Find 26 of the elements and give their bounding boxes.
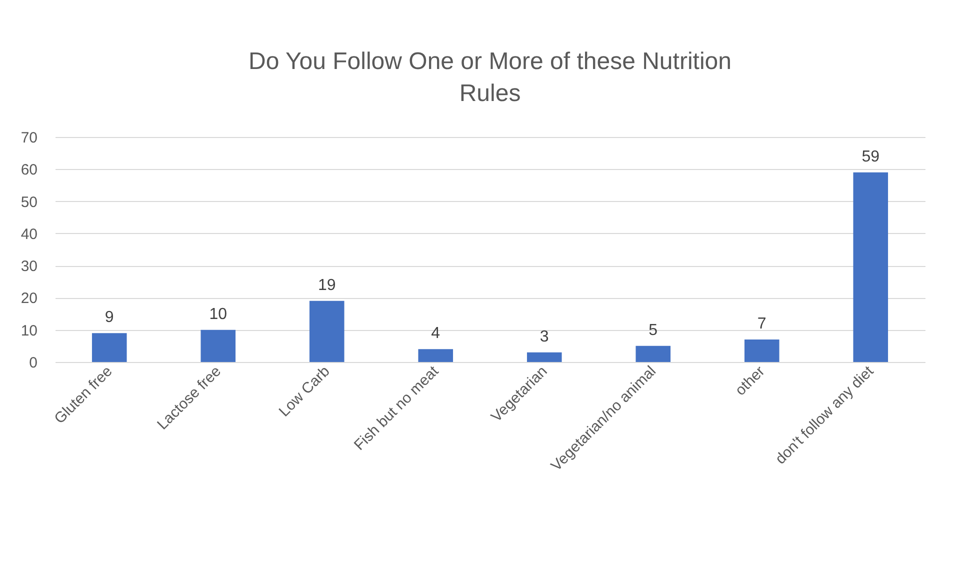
chart-title: Do You Follow One or More of these Nutrition Rules <box>248 48 732 107</box>
bar <box>744 340 780 362</box>
y-tick-label: 40 <box>20 226 38 243</box>
x-tick-label: Low Carb <box>276 362 334 420</box>
bar <box>200 330 236 362</box>
data-label: 5 <box>648 322 658 339</box>
y-tick-label: 70 <box>20 130 38 146</box>
bar <box>418 349 454 362</box>
y-tick-label: 60 <box>20 162 38 179</box>
data-label: 10 <box>209 306 228 323</box>
bar <box>853 172 888 362</box>
y-tick-label: 20 <box>20 290 38 308</box>
y-tick-label: 30 <box>20 258 38 276</box>
data-label: 59 <box>862 148 880 166</box>
bar <box>309 300 344 362</box>
bar <box>92 333 127 362</box>
bar <box>526 352 562 362</box>
bar <box>636 346 671 362</box>
y-tick-label: 50 <box>20 194 38 211</box>
y-tick-label: 10 <box>20 322 38 340</box>
data-label: 4 <box>431 325 440 342</box>
data-label: 7 <box>757 316 766 332</box>
data-label: 9 <box>104 309 114 326</box>
data-label: 3 <box>540 328 549 346</box>
y-tick-label: 0 <box>29 354 38 372</box>
data-label: 19 <box>318 276 336 294</box>
